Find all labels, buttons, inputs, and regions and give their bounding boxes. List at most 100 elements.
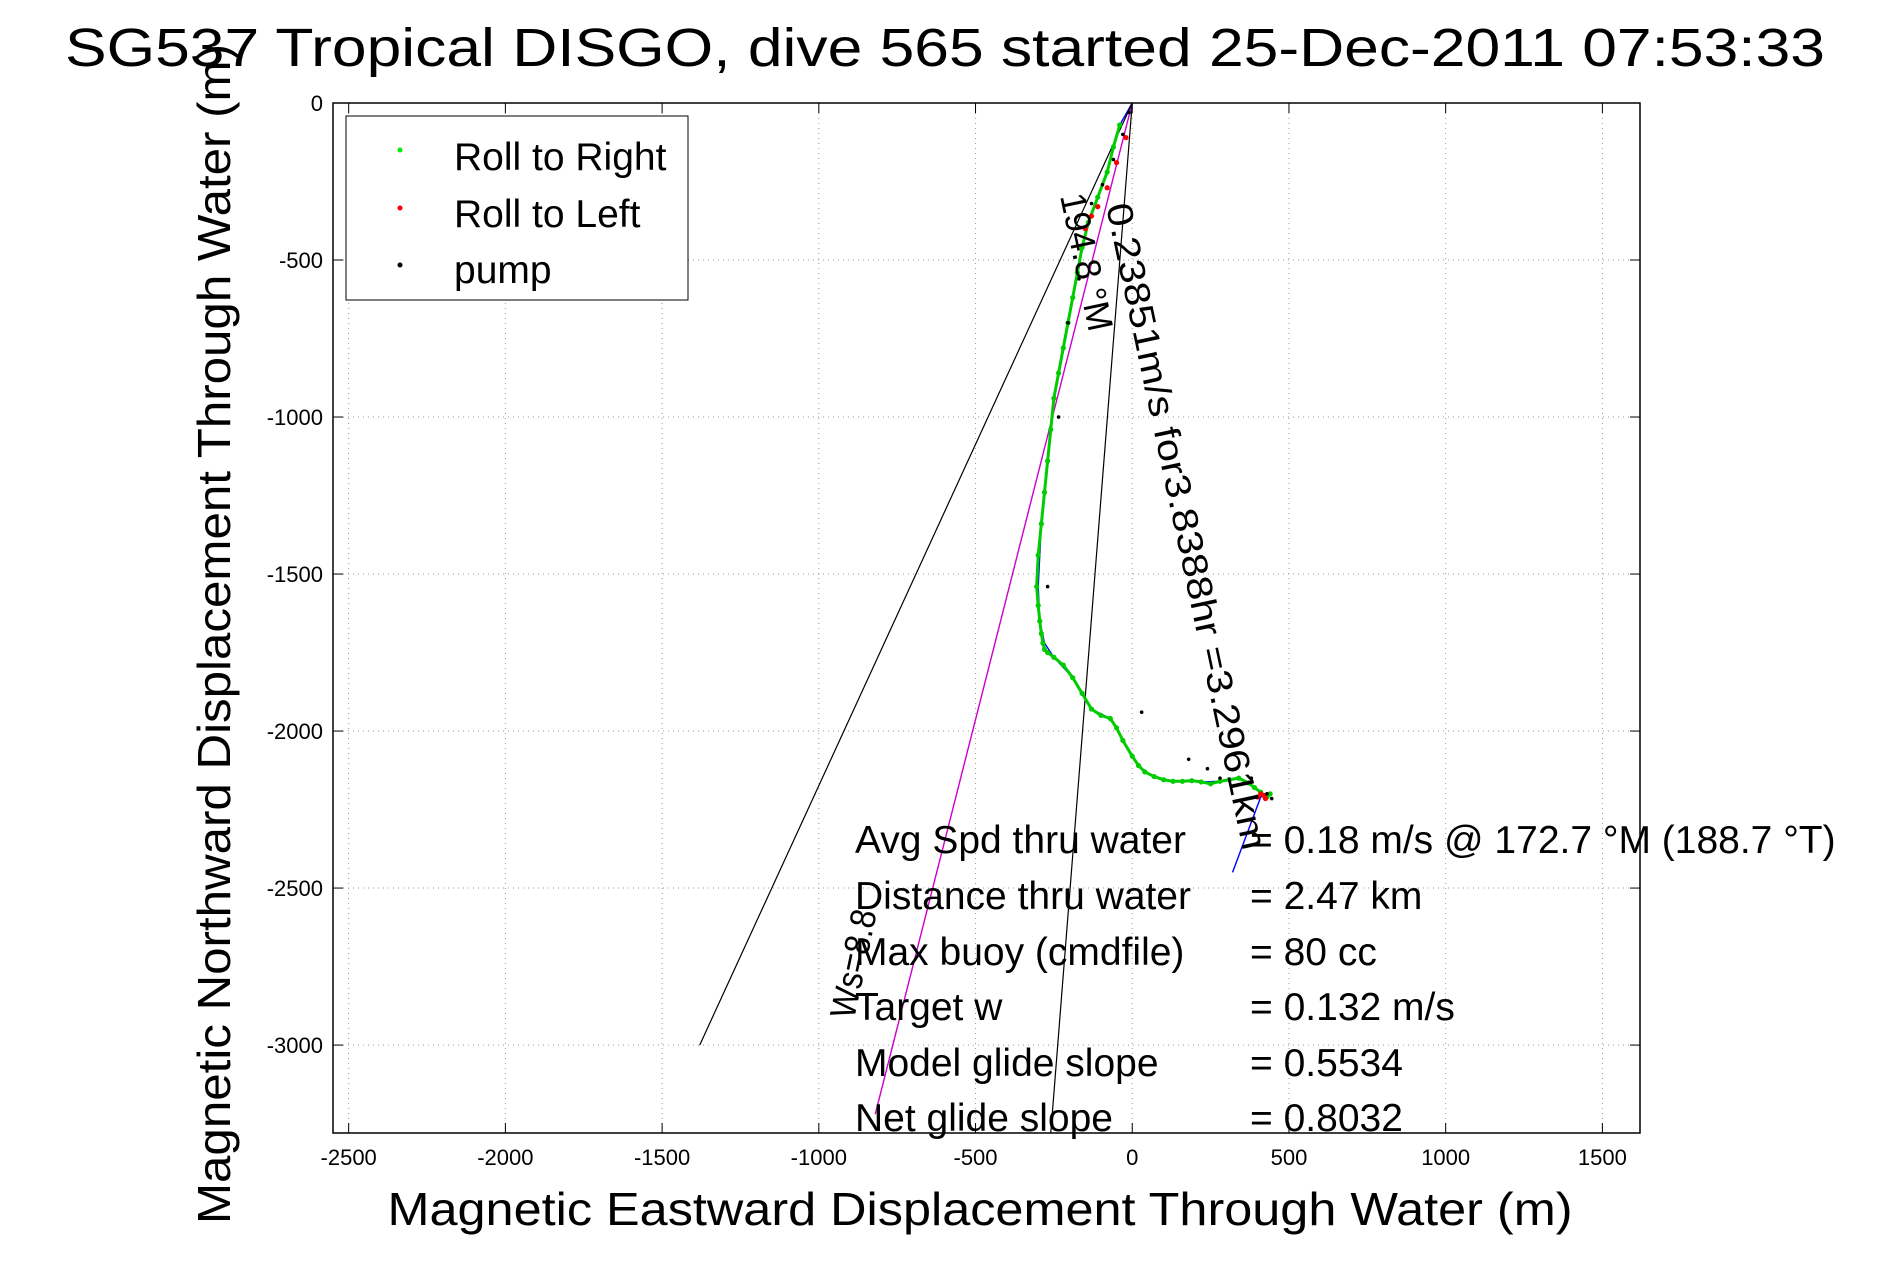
roll-to-right-point [1035, 602, 1041, 609]
stat-label-max-buoy: Max buoy (cmdfile) [855, 931, 1184, 974]
pump-point [1100, 182, 1105, 187]
chart-title: SG537 Tropical DISGO, dive 565 started 2… [65, 18, 1825, 78]
roll-to-right-point [1198, 779, 1204, 785]
legend-marker-roll-right [397, 147, 403, 153]
roll-to-right-point [1079, 244, 1085, 251]
legend: Roll to Right Roll to Left pump [345, 115, 689, 301]
cone-right-line [1050, 102, 1133, 1134]
roll-to-right-point [1120, 737, 1126, 744]
roll-to-right-point [1107, 715, 1113, 722]
y-axis-label: Magnetic Northward Displacement Through … [188, 44, 240, 1224]
roll-to-right-point [1142, 769, 1148, 775]
pump-point [1249, 776, 1254, 780]
roll-to-left-point [1262, 795, 1269, 802]
roll-to-right-point [1113, 725, 1120, 731]
pump-point [1056, 415, 1061, 419]
roll-to-right-point [1055, 370, 1062, 376]
pump-point [1127, 110, 1131, 115]
roll-to-right-point [1070, 295, 1076, 301]
stat-label-net-glide: Net glide slope [855, 1097, 1113, 1140]
roll-to-right-point [1060, 662, 1066, 668]
roll-to-right-point [1095, 194, 1101, 200]
roll-to-right-point [1135, 762, 1142, 769]
y-tick-label: -1000 [267, 405, 323, 430]
pump-point [1111, 157, 1116, 162]
stat-value-max-buoy: = 80 cc [1250, 931, 1377, 974]
y-tick-label: -500 [279, 248, 323, 273]
data-points [1034, 110, 1274, 802]
roll-to-right-point [1151, 773, 1157, 780]
roll-to-right-point [1034, 583, 1040, 590]
roll-to-right-point [1038, 521, 1044, 527]
x-tick-label: -2000 [477, 1145, 533, 1170]
roll-to-right-point [1035, 552, 1041, 558]
roll-to-right-point [1208, 781, 1214, 787]
roll-to-right-point [1129, 753, 1135, 759]
pump-point [1218, 776, 1222, 780]
x-tick-label: -2500 [321, 1145, 377, 1170]
roll-to-right-point [1226, 777, 1233, 783]
pump-point [1186, 757, 1191, 762]
roll-to-left-point [1082, 226, 1088, 232]
pump-point [1089, 201, 1094, 206]
legend-marker-roll-left [397, 205, 403, 211]
x-tick-label: 500 [1271, 1145, 1308, 1170]
pump-point [1077, 277, 1081, 281]
pump-point [1269, 796, 1274, 801]
x-tick-label: 1500 [1578, 1145, 1627, 1170]
roll-to-left-point [1113, 160, 1120, 166]
legend-marker-pump [397, 262, 403, 268]
roll-to-right-point [1045, 458, 1051, 464]
roll-to-right-point [1074, 269, 1080, 276]
axis-ticks: -2500 -2000 -1500 -1000 -500 0 500 1000 1500 0 -50… [267, 91, 1640, 1170]
stat-value-net-glide: = 0.8032 [1250, 1097, 1403, 1140]
roll-to-right-point [1048, 426, 1054, 433]
x-tick-label: -500 [954, 1145, 998, 1170]
roll-to-right-point [1041, 489, 1048, 495]
legend-label-roll-right: Roll to Right [454, 136, 667, 179]
roll-to-right-point [1070, 675, 1076, 681]
pump-point [1139, 710, 1144, 715]
roll-to-left-point [1095, 204, 1101, 210]
x-tick-label: 0 [1126, 1145, 1138, 1170]
roll-to-right-point [1236, 775, 1242, 781]
roll-to-right-point [1245, 780, 1251, 786]
pump-point [1265, 792, 1269, 796]
roll-to-right-point [1038, 631, 1044, 637]
roll-to-right-point [1079, 690, 1085, 696]
roll-to-right-point [1170, 778, 1176, 784]
y-tick-label: -1500 [267, 562, 323, 587]
roll-to-right-point [1189, 778, 1195, 784]
roll-to-right-point [1104, 169, 1110, 175]
pump-point [1121, 132, 1125, 137]
roll-to-right-point [1160, 777, 1167, 783]
stat-value-distance: = 2.47 km [1250, 875, 1422, 918]
y-tick-label: -2500 [267, 876, 323, 901]
roll-to-right-point [1045, 649, 1051, 656]
roll-to-left-point [1104, 185, 1110, 191]
stats-annotation: Avg Spd thru water = 0.18 m/s @ 172.7 °M… [855, 819, 1836, 1140]
stat-label-distance: Distance thru water [855, 875, 1191, 918]
roll-right-trace [1035, 124, 1272, 799]
grid-lines [333, 102, 1640, 1133]
stat-label-avg-speed: Avg Spd thru water [855, 819, 1186, 862]
stat-label-model-glide: Model glide slope [855, 1042, 1159, 1085]
axes-frame [332, 102, 1641, 1134]
x-axis-label: Magnetic Eastward Displacement Through W… [388, 1183, 1573, 1235]
stat-value-target-w: = 0.132 m/s [1250, 986, 1455, 1029]
legend-label-roll-left: Roll to Left [454, 193, 641, 236]
roll-to-left-point [1088, 213, 1095, 219]
roll-to-right-point [1085, 219, 1091, 225]
roll-to-right-point [1051, 395, 1057, 401]
roll-to-right-point [1040, 640, 1046, 646]
roll-to-right-point [1179, 778, 1185, 784]
roll-to-right-point [1060, 345, 1066, 351]
net-displacement-line [874, 102, 1133, 1115]
x-tick-label: 1000 [1421, 1145, 1470, 1170]
pump-point [1045, 584, 1050, 589]
roll-to-right-point [1217, 778, 1223, 784]
roll-to-right-point [1088, 706, 1095, 712]
roll-to-right-point [1051, 654, 1057, 660]
vector-speed-label: 0.23851m/s for3.8388hr =3.2961km [1098, 199, 1275, 853]
stat-value-avg-speed: = 0.18 m/s @ 172.7 °M (188.7 °T) [1250, 819, 1836, 862]
